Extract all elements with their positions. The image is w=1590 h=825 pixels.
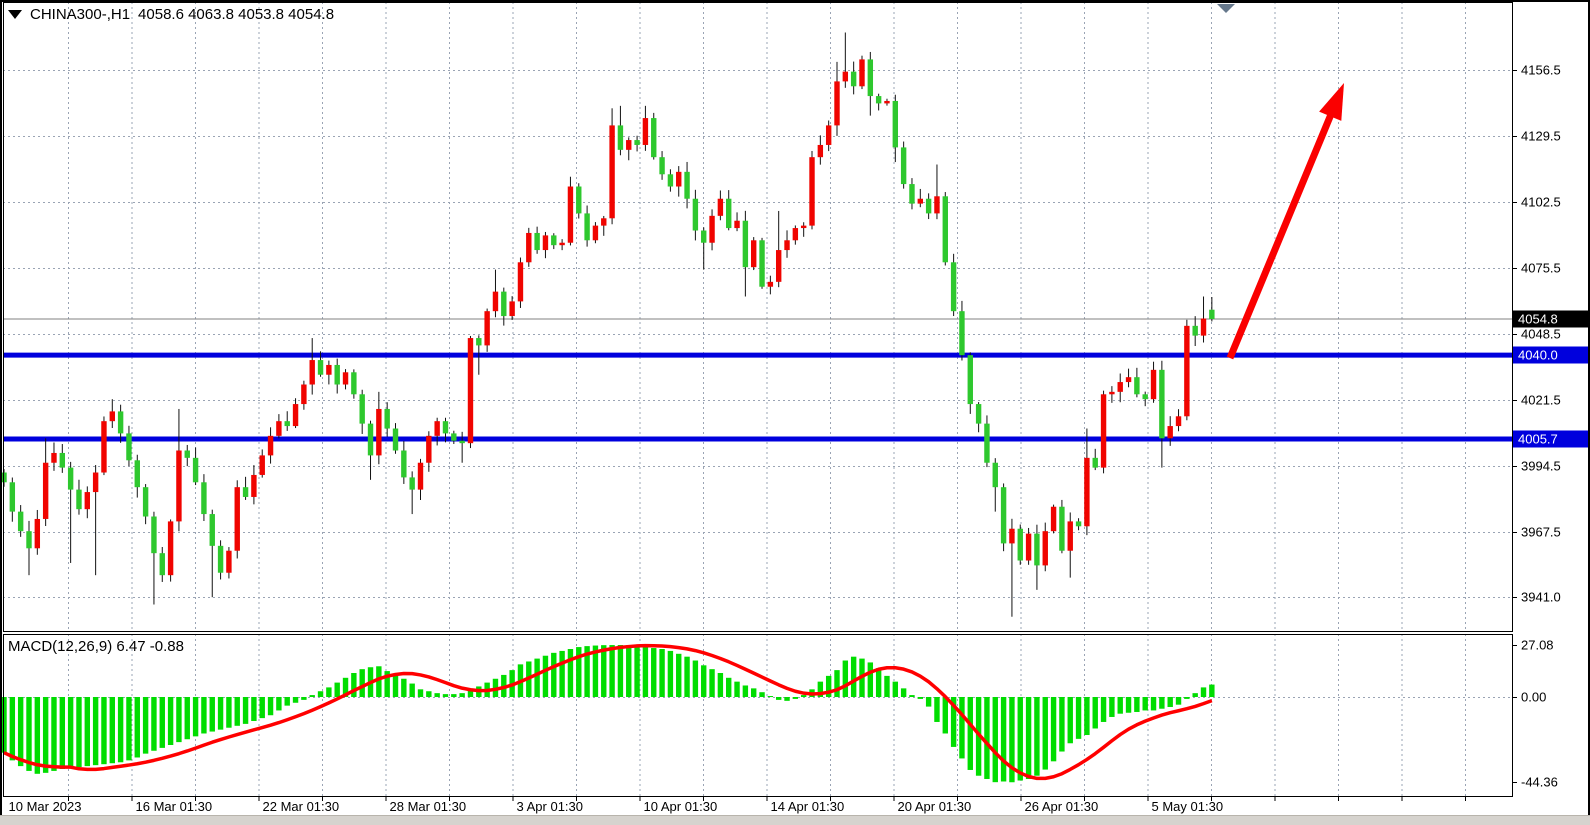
shift-marker-icon bbox=[1217, 4, 1235, 13]
hline-price-tag-4040.0: 4040.0 bbox=[1513, 346, 1588, 364]
date-label-8[interactable]: 20 Apr 01:30 bbox=[897, 799, 972, 814]
hline-price-tag-4005.7: 4005.7 bbox=[1513, 430, 1588, 448]
date-label-1[interactable]: 10 Mar 2023 bbox=[8, 799, 82, 814]
date-label-9[interactable]: 26 Apr 01:30 bbox=[1024, 799, 1099, 814]
symbol-dropdown-icon[interactable] bbox=[8, 10, 22, 19]
date-label-3[interactable]: 22 Mar 01:30 bbox=[262, 799, 340, 814]
price-pane-border bbox=[3, 2, 1513, 632]
date-label-4[interactable]: 28 Mar 01:30 bbox=[389, 799, 467, 814]
date-label-7[interactable]: 14 Apr 01:30 bbox=[770, 799, 845, 814]
date-label-10[interactable]: 5 May 01:30 bbox=[1151, 799, 1224, 814]
trend-arrow-line[interactable] bbox=[1226, 109, 1336, 360]
macd-axis-label--44.36[interactable]: -44.36 bbox=[1521, 774, 1558, 790]
date-label-2[interactable]: 16 Mar 01:30 bbox=[135, 799, 213, 814]
price-axis-label-4075.5[interactable]: 4075.5 bbox=[1521, 260, 1561, 276]
candles bbox=[1, 32, 1215, 617]
price-axis-label-4156.5[interactable]: 4156.5 bbox=[1521, 62, 1561, 78]
price-axis-label-3994.5[interactable]: 3994.5 bbox=[1521, 458, 1561, 474]
price-axis-label-3967.5[interactable]: 3967.5 bbox=[1521, 524, 1561, 540]
trend-arrow-head[interactable] bbox=[1319, 83, 1344, 121]
bottom-gray-strip bbox=[0, 815, 1590, 825]
macd-pane-border bbox=[3, 634, 1513, 797]
macd-signal-line bbox=[3, 643, 1213, 781]
price-axis-label-4102.5[interactable]: 4102.5 bbox=[1521, 194, 1561, 210]
date-label-6[interactable]: 10 Apr 01:30 bbox=[643, 799, 718, 814]
quote-ohlc-values: 4058.6 4063.8 4053.8 4054.8 bbox=[138, 6, 335, 23]
macd-axis-label-27.08[interactable]: 27.08 bbox=[1521, 637, 1554, 653]
macd-axis-label-0.00[interactable]: 0.00 bbox=[1521, 689, 1547, 705]
symbol-period-label: CHINA300-,H1 bbox=[30, 6, 131, 23]
price-axis-label-4048.5[interactable]: 4048.5 bbox=[1521, 326, 1561, 342]
date-label-5[interactable]: 3 Apr 01:30 bbox=[516, 799, 584, 814]
price-axis-label-3941.0[interactable]: 3941.0 bbox=[1521, 589, 1561, 605]
macd-indicator-label: MACD(12,26,9) 6.47 -0.88 bbox=[8, 638, 184, 655]
symbol-header: CHINA300-,H1 4058.6 4063.8 4053.8 4054.8 bbox=[8, 6, 334, 23]
price-axis-label-4129.5[interactable]: 4129.5 bbox=[1521, 128, 1561, 144]
last-price-tag: 4054.8 bbox=[1513, 310, 1588, 328]
price-axis-label-4021.5[interactable]: 4021.5 bbox=[1521, 392, 1561, 408]
